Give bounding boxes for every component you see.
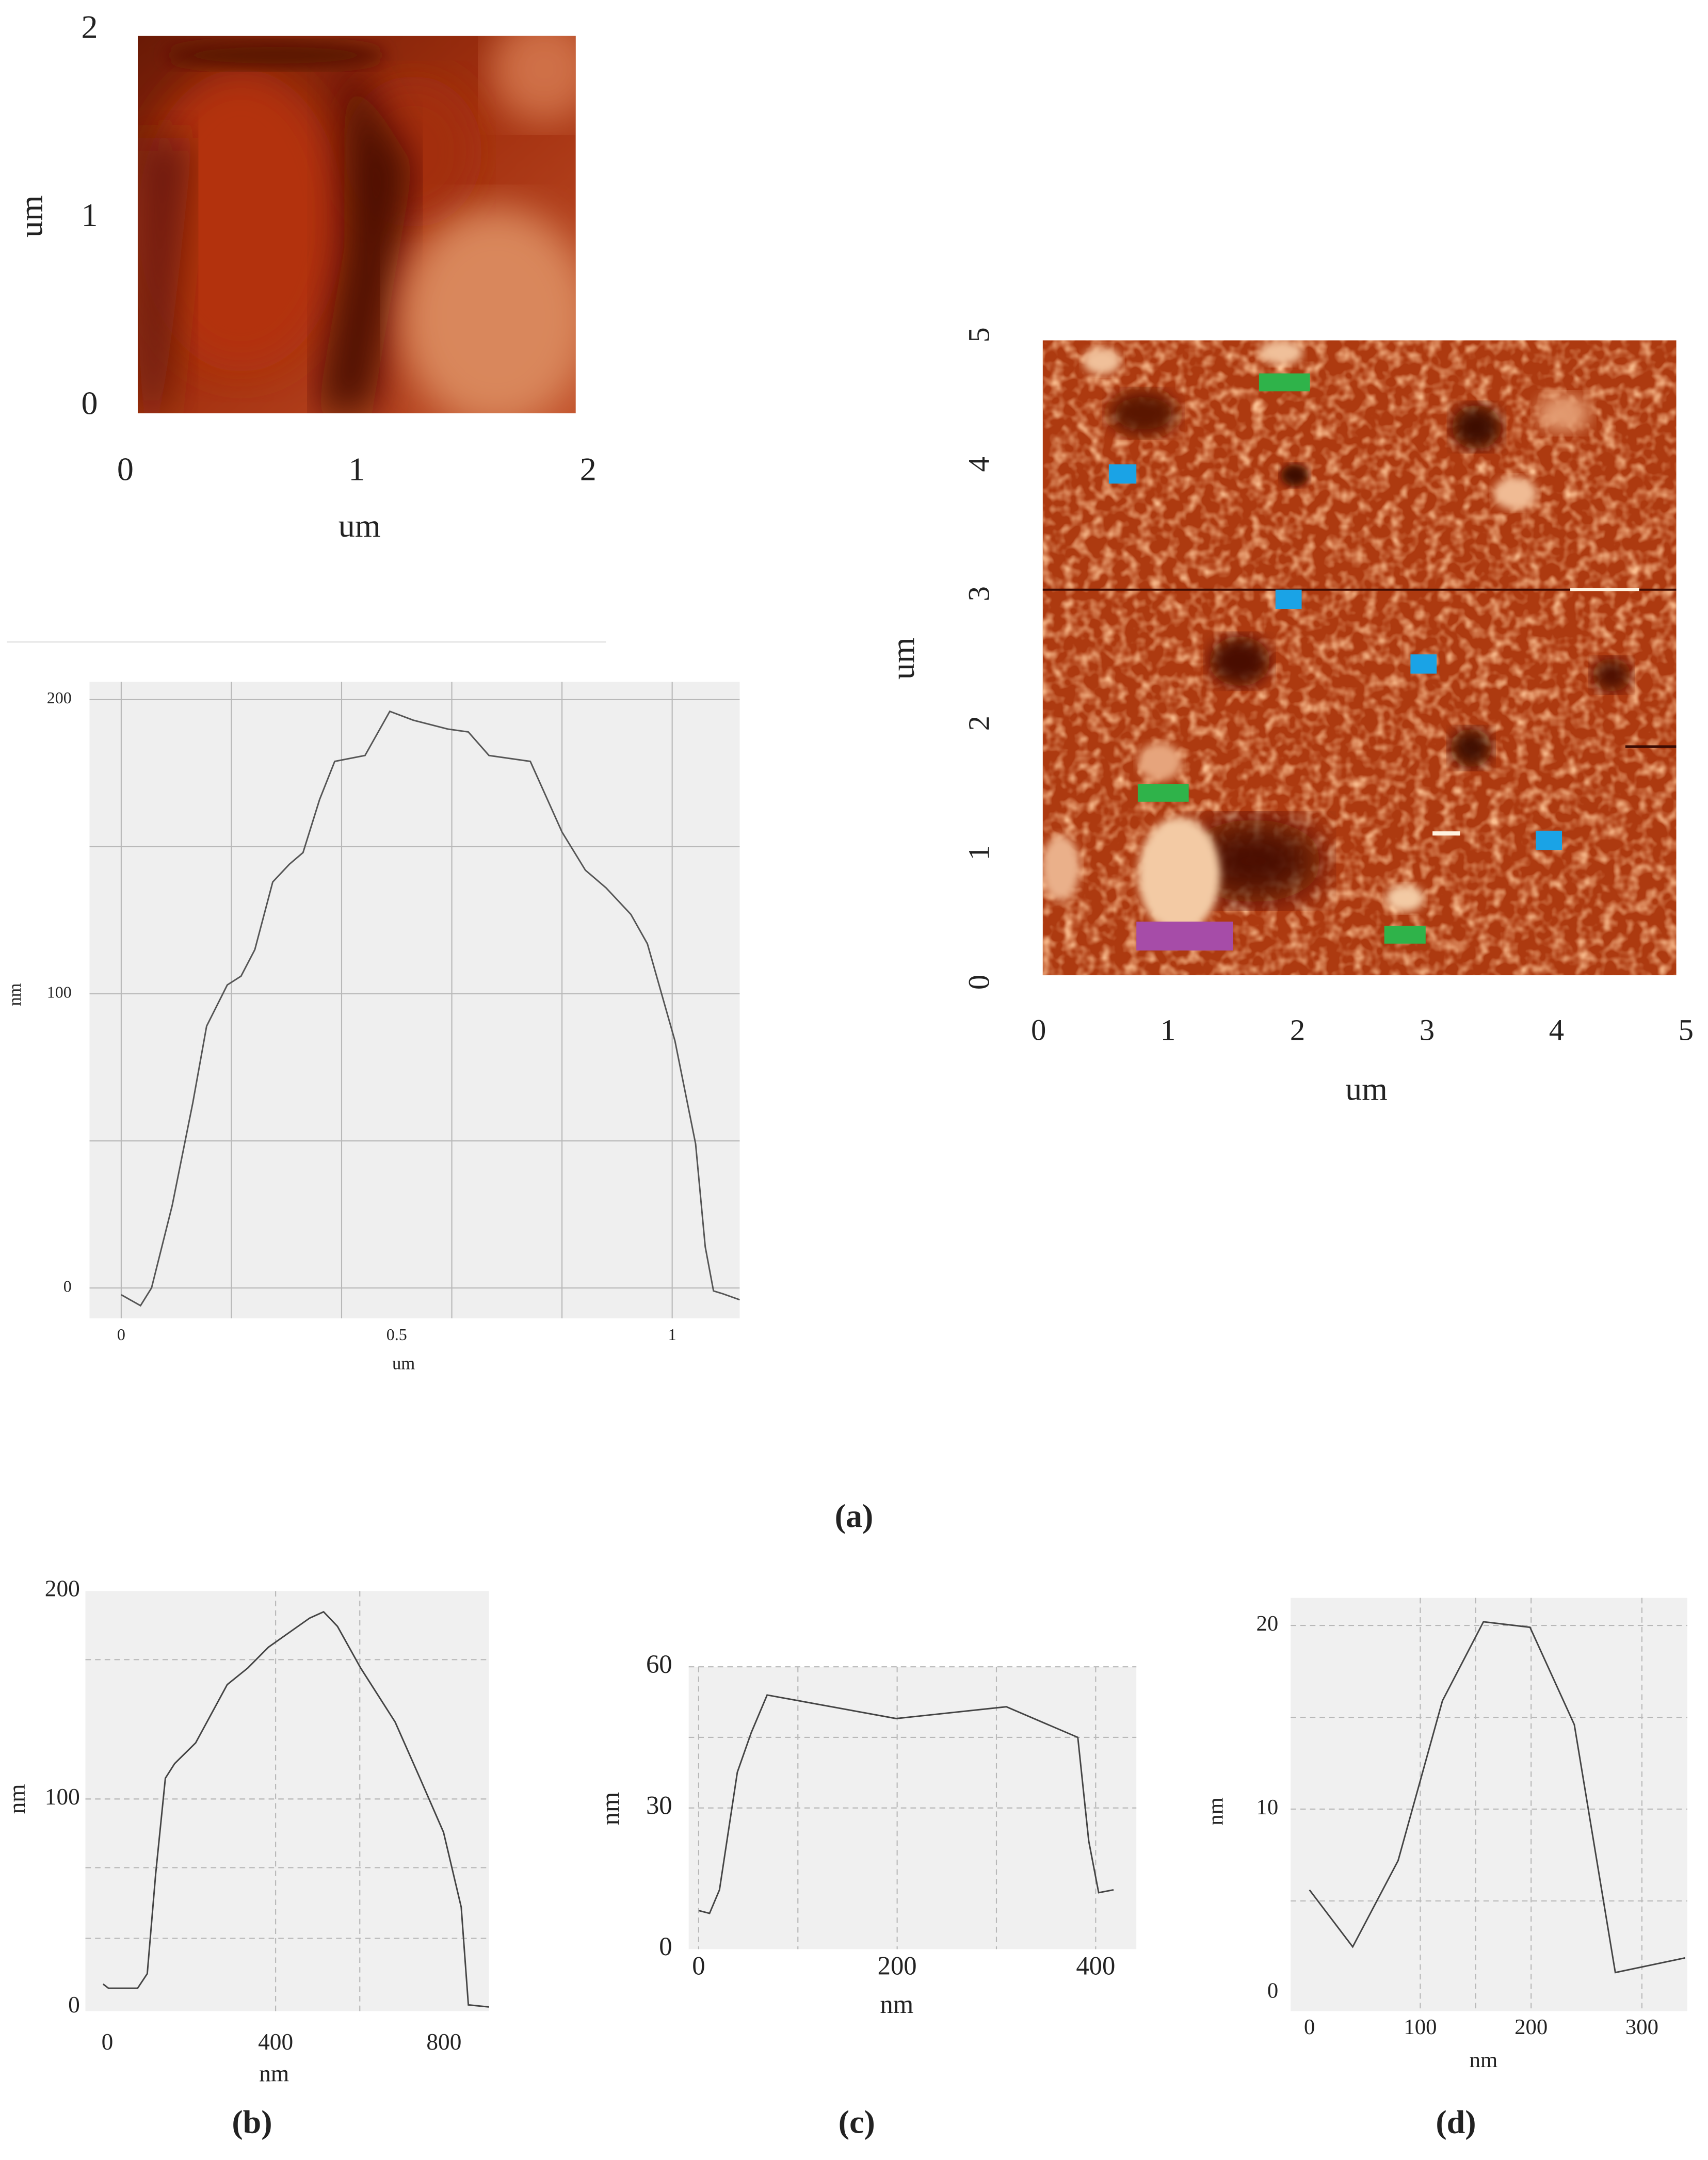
x-tick-label: 400 xyxy=(1076,1951,1115,1980)
y-tick-label: 200 xyxy=(45,1576,80,1602)
profile-line xyxy=(102,1610,489,2008)
y-tick-label: 0 xyxy=(68,1992,80,2018)
panel-caption: (a) xyxy=(835,1497,874,1534)
panel-caption: (b) xyxy=(232,2104,272,2140)
y-tick-label: 3 xyxy=(962,586,996,601)
y-tick-label: 100 xyxy=(47,982,72,1001)
x-tick-label: 2 xyxy=(580,451,597,488)
y-tick-label: 2 xyxy=(81,9,98,45)
y-axis-label: nm xyxy=(5,983,25,1006)
profile-line xyxy=(698,1694,1114,1914)
x-axis-label: nm xyxy=(880,1990,913,2019)
y-tick-label: 5 xyxy=(962,327,996,342)
y-axis-label: nm xyxy=(596,1792,625,1826)
y-tick-label: 0 xyxy=(962,975,996,990)
x-axis-label: nm xyxy=(259,2060,289,2086)
x-axis-label: um xyxy=(392,1353,415,1374)
x-tick-label: 100 xyxy=(1404,2015,1437,2039)
x-tick-label: 1 xyxy=(348,451,365,488)
y-tick-label: 0 xyxy=(659,1932,672,1961)
y-tick-label: 100 xyxy=(45,1784,80,1810)
y-tick-label: 0 xyxy=(1267,1979,1278,2003)
afm-image-large xyxy=(1042,340,1677,976)
y-tick-label: 30 xyxy=(646,1791,672,1819)
profile-line xyxy=(1309,1621,1685,1974)
y-axis-label: nm xyxy=(4,1784,30,1814)
y-tick-label: 4 xyxy=(962,457,996,472)
y-tick-label: 10 xyxy=(1256,1795,1278,1819)
x-tick-label: 0 xyxy=(1304,2015,1315,2039)
y-axis-label: nm xyxy=(1204,1797,1228,1826)
y-tick-label: 60 xyxy=(646,1650,672,1679)
panel-caption: (c) xyxy=(839,2104,875,2140)
profile-line xyxy=(121,710,740,1307)
x-tick-label: 0 xyxy=(1031,1013,1046,1047)
x-tick-label: 0 xyxy=(692,1951,705,1980)
feature-markers xyxy=(1108,373,1562,951)
x-tick-label: 0 xyxy=(102,2029,114,2055)
x-tick-label: 2 xyxy=(1290,1013,1305,1047)
y-tick-label: 0 xyxy=(63,1277,72,1295)
plot-background xyxy=(85,1591,489,2011)
x-axis-label: um xyxy=(1345,1071,1388,1107)
y-tick-label: 0 xyxy=(81,384,98,421)
x-tick-label: 1 xyxy=(668,1325,676,1344)
x-tick-label: 200 xyxy=(878,1951,917,1980)
x-tick-label: 0 xyxy=(117,1325,125,1344)
x-tick-label: 3 xyxy=(1420,1013,1435,1047)
x-axis-label: nm xyxy=(1470,2048,1498,2072)
x-tick-label: 4 xyxy=(1549,1013,1564,1047)
x-tick-label: 800 xyxy=(426,2029,461,2055)
y-axis-label: um xyxy=(884,637,921,680)
x-tick-label: 0 xyxy=(117,451,134,488)
y-tick-label: 20 xyxy=(1256,1611,1278,1636)
y-tick-label: 2 xyxy=(962,716,996,731)
x-tick-label: 200 xyxy=(1514,2015,1548,2039)
x-tick-label: 400 xyxy=(258,2029,293,2055)
afm-image-small xyxy=(137,36,576,414)
y-tick-label: 1 xyxy=(81,197,98,233)
panel-caption: (d) xyxy=(1436,2104,1476,2140)
x-axis-label: um xyxy=(339,507,381,544)
x-tick-label: 5 xyxy=(1679,1013,1694,1047)
x-tick-label: 0.5 xyxy=(386,1325,407,1344)
y-axis-label: um xyxy=(12,195,49,237)
y-tick-label: 200 xyxy=(47,688,72,707)
y-tick-label: 1 xyxy=(962,845,996,860)
x-tick-label: 300 xyxy=(1625,2015,1658,2039)
plot-background xyxy=(89,682,740,1318)
x-tick-label: 1 xyxy=(1161,1013,1175,1047)
plot-background xyxy=(1291,1598,1687,2011)
